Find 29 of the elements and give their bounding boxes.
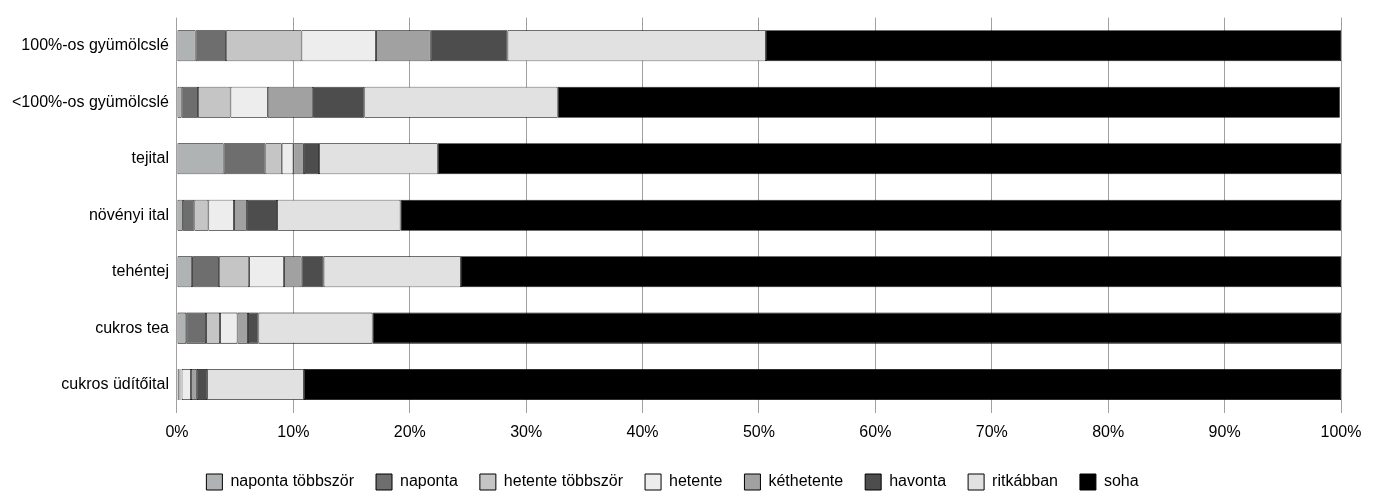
legend-label: kéthetente bbox=[768, 472, 844, 490]
x-tick-label: 60% bbox=[859, 422, 892, 440]
legend-label: soha bbox=[1103, 472, 1139, 490]
x-tick-label: 100% bbox=[1320, 422, 1362, 440]
legend-label: ritkábban bbox=[992, 472, 1058, 490]
x-tick-label: 10% bbox=[277, 422, 310, 440]
bar bbox=[400, 199, 1341, 231]
legend-label: havonta bbox=[889, 472, 947, 490]
bar bbox=[765, 30, 1341, 62]
legend-label: hetente bbox=[669, 472, 723, 490]
x-tick-label: 30% bbox=[510, 422, 543, 440]
x-tick-label: 40% bbox=[626, 422, 659, 440]
x-tick-label: 70% bbox=[975, 422, 1008, 440]
bar bbox=[372, 312, 1341, 344]
y-tick-label: cukros tea bbox=[95, 318, 170, 336]
x-tick-label: 80% bbox=[1092, 422, 1125, 440]
x-tick-label: 0% bbox=[165, 422, 189, 440]
x-tick-label: 50% bbox=[742, 422, 775, 440]
x-tick-label: 90% bbox=[1208, 422, 1241, 440]
y-tick-label: cukros üdítőital bbox=[61, 374, 169, 392]
y-tick-label: tehéntej bbox=[112, 262, 169, 280]
x-tick-label: 20% bbox=[393, 422, 426, 440]
y-tick-label: 100%-os gyümölcslé bbox=[21, 36, 170, 54]
legend-label: naponta többször bbox=[230, 472, 355, 490]
legend-label: naponta bbox=[400, 472, 458, 490]
y-tick-label: tejital bbox=[131, 149, 169, 167]
legend-label: hetente többször bbox=[503, 472, 624, 490]
y-tick-label: növényi ital bbox=[88, 205, 169, 223]
y-tick-label: <100%-os gyümölcslé bbox=[12, 92, 170, 110]
